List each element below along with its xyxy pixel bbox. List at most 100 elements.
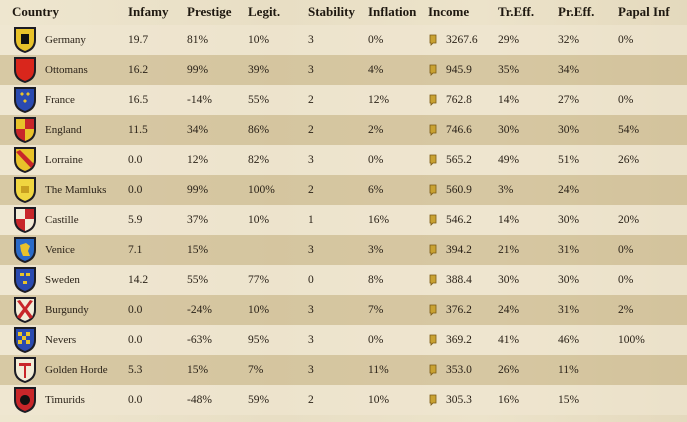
prestige-cell: 55% <box>187 274 209 286</box>
table-row[interactable]: Castille 5.9 37% 10% 1 16% 546.2 14% 30% 20% <box>0 205 687 235</box>
header-tr-eff[interactable]: Tr.Eff. <box>498 4 535 19</box>
coat-of-arms-bend-icon[interactable] <box>12 146 38 174</box>
country-name[interactable]: The Mamluks <box>45 184 107 196</box>
income-cell: 388.4 <box>446 274 472 286</box>
production-efficiency-cell: 30% <box>558 274 580 286</box>
inflation-cell: 0% <box>368 34 384 46</box>
income-cell: 3267.6 <box>446 34 478 46</box>
production-efficiency-cell: 15% <box>558 394 580 406</box>
legitimacy-cell: 77% <box>248 274 270 286</box>
header-papal-inf[interactable]: Papal Inf <box>618 4 670 19</box>
production-efficiency-cell: 51% <box>558 154 580 166</box>
gold-coin-icon <box>429 394 437 406</box>
coat-of-arms-castle-icon[interactable] <box>12 206 38 234</box>
coat-of-arms-lion-icon[interactable] <box>12 236 38 264</box>
coat-of-arms-fleur-de-lis-icon[interactable] <box>12 86 38 114</box>
table-row[interactable]: Ottomans 16.2 99% 39% 3 4% 945.9 35% 34% <box>0 55 687 85</box>
prestige-cell: 99% <box>187 184 209 196</box>
country-name[interactable]: Golden Horde <box>45 364 108 376</box>
header-inflation[interactable]: Inflation <box>368 4 417 19</box>
coat-of-arms-tamga-icon[interactable] <box>12 356 38 384</box>
coat-of-arms-checkered-icon[interactable] <box>12 326 38 354</box>
production-efficiency-cell: 30% <box>558 214 580 226</box>
table-row[interactable]: Burgundy 0.0 -24% 10% 3 7% 376.2 24% 31% 2% <box>0 295 687 325</box>
infamy-cell: 0.0 <box>128 154 143 166</box>
infamy-cell: 0.0 <box>128 394 143 406</box>
header-prestige[interactable]: Prestige <box>187 4 232 19</box>
income-cell: 369.2 <box>446 334 472 346</box>
country-name[interactable]: France <box>45 94 75 106</box>
inflation-cell: 6% <box>368 184 384 196</box>
inflation-cell: 4% <box>368 64 384 76</box>
coat-of-arms-eagle-icon[interactable] <box>12 26 38 54</box>
table-row[interactable]: France 16.5 -14% 55% 2 12% 762.8 14% 27% 0% <box>0 85 687 115</box>
legitimacy-cell: 82% <box>248 154 270 166</box>
country-name[interactable]: Venice <box>45 244 75 256</box>
stability-cell: 0 <box>308 274 314 286</box>
income-cell: 762.8 <box>446 94 472 106</box>
papal-influence-cell: 26% <box>618 154 640 166</box>
coat-of-arms-three-crowns-icon[interactable] <box>12 266 38 294</box>
stability-cell: 2 <box>308 124 314 136</box>
table-row[interactable]: Sweden 14.2 55% 77% 0 8% 388.4 30% 30% 0% <box>0 265 687 295</box>
country-name[interactable]: Burgundy <box>45 304 89 316</box>
table-row[interactable]: Venice 7.1 15% 3 3% 394.2 21% 31% 0% <box>0 235 687 265</box>
coat-of-arms-quartered-icon[interactable] <box>12 116 38 144</box>
header-country[interactable]: Country <box>12 4 59 19</box>
country-name[interactable]: Sweden <box>45 274 80 286</box>
prestige-cell: -14% <box>187 94 212 106</box>
inflation-cell: 10% <box>368 394 390 406</box>
infamy-cell: 16.5 <box>128 94 149 106</box>
table-row[interactable]: Germany 19.7 81% 10% 3 0% 3267.6 29% 32% 0% <box>0 25 687 55</box>
table-row[interactable]: The Mamluks 0.0 99% 100% 2 6% 560.9 3% 24% <box>0 175 687 205</box>
header-legit[interactable]: Legit. <box>248 4 281 19</box>
income-cell: 305.3 <box>446 394 472 406</box>
coat-of-arms-saltire-icon[interactable] <box>12 296 38 324</box>
legitimacy-cell: 10% <box>248 214 270 226</box>
production-efficiency-cell: 30% <box>558 124 580 136</box>
prestige-cell: 15% <box>187 364 209 376</box>
table-row[interactable]: Nevers 0.0 -63% 95% 3 0% 369.2 41% 46% 100% <box>0 325 687 355</box>
table-row[interactable]: England 11.5 34% 86% 2 2% 746.6 30% 30% 54% <box>0 115 687 145</box>
country-name[interactable]: Nevers <box>45 334 77 346</box>
gold-coin-icon <box>429 214 437 226</box>
stability-cell: 2 <box>308 394 314 406</box>
papal-influence-cell: 20% <box>618 214 640 226</box>
infamy-cell: 0.0 <box>128 304 143 316</box>
country-name[interactable]: England <box>45 124 82 136</box>
gold-coin-icon <box>429 64 437 76</box>
stability-cell: 1 <box>308 214 314 226</box>
header-income[interactable]: Income <box>428 4 470 19</box>
stability-cell: 3 <box>308 64 314 76</box>
inflation-cell: 12% <box>368 94 390 106</box>
inflation-cell: 2% <box>368 124 384 136</box>
legitimacy-cell: 10% <box>248 34 270 46</box>
coat-of-arms-crescent-icon[interactable] <box>12 56 38 84</box>
infamy-cell: 5.9 <box>128 214 143 226</box>
country-name[interactable]: Timurids <box>45 394 85 406</box>
country-name[interactable]: Ottomans <box>45 64 88 76</box>
production-efficiency-cell: 32% <box>558 34 580 46</box>
table-row[interactable]: Lorraine 0.0 12% 82% 3 0% 565.2 49% 51% 26% <box>0 145 687 175</box>
table-row[interactable]: Timurids 0.0 -48% 59% 2 10% 305.3 16% 15% <box>0 385 687 415</box>
infamy-cell: 7.1 <box>128 244 143 256</box>
country-name[interactable]: Castille <box>45 214 79 226</box>
header-pr-eff[interactable]: Pr.Eff. <box>558 4 595 19</box>
coat-of-arms-plain-icon[interactable] <box>12 176 38 204</box>
trade-efficiency-cell: 49% <box>498 154 520 166</box>
table-row[interactable]: Golden Horde 5.3 15% 7% 3 11% 353.0 26% 11% <box>0 355 687 385</box>
gold-coin-icon <box>429 34 437 46</box>
papal-influence-cell: 100% <box>618 334 645 346</box>
header-stability[interactable]: Stability <box>308 4 355 19</box>
trade-efficiency-cell: 30% <box>498 124 520 136</box>
gold-coin-icon <box>429 124 437 136</box>
country-name[interactable]: Lorraine <box>45 154 83 166</box>
stability-cell: 3 <box>308 304 314 316</box>
header-infamy[interactable]: Infamy <box>128 4 169 19</box>
stability-cell: 3 <box>308 364 314 376</box>
coat-of-arms-circle-icon[interactable] <box>12 386 38 414</box>
gold-coin-icon <box>429 154 437 166</box>
infamy-cell: 0.0 <box>128 334 143 346</box>
country-name[interactable]: Germany <box>45 34 86 46</box>
